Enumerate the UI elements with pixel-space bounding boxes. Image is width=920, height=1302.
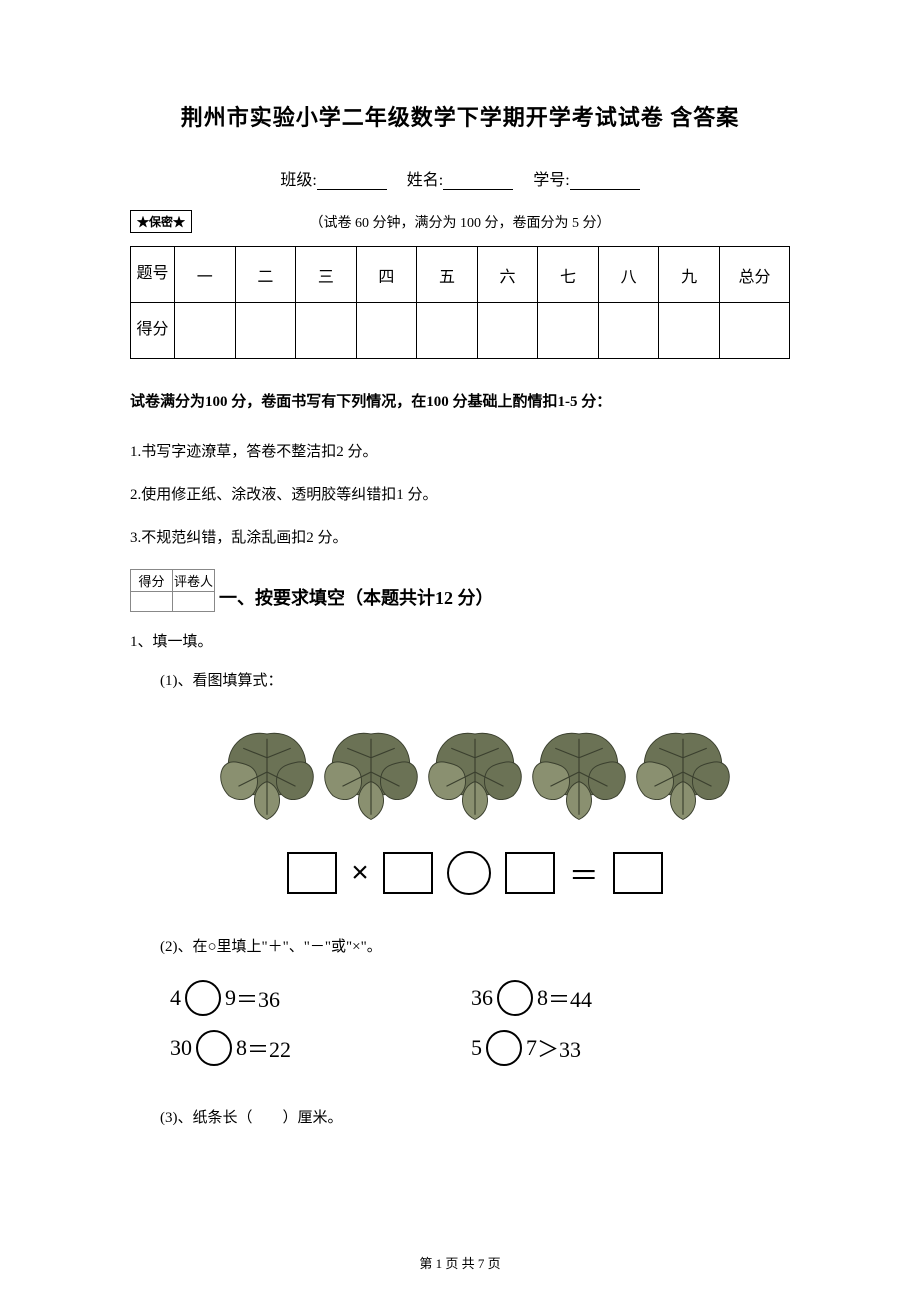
eq-num: 36	[471, 985, 493, 1011]
score-cell[interactable]	[296, 303, 357, 359]
col-header: 总分	[720, 247, 790, 303]
name-label: 姓名:	[407, 172, 443, 189]
question-1-3: (3)、纸条长（ ）厘米。	[160, 1106, 790, 1127]
exam-meta: （试卷 60 分钟，满分为 100 分，卷面分为 5 分）	[130, 212, 790, 232]
leaf-figure	[160, 712, 790, 837]
score-cell[interactable]	[720, 303, 790, 359]
rule-item: 1.书写字迹潦草，答卷不整洁扣2 分。	[130, 440, 790, 461]
grader-score-cell[interactable]	[131, 592, 173, 612]
col-header: 四	[356, 247, 417, 303]
name-blank[interactable]	[443, 176, 513, 190]
col-header: 八	[598, 247, 659, 303]
eq-num: 7	[526, 1035, 537, 1061]
class-label: 班级:	[280, 172, 316, 189]
equations-area: 4 9 ＝36 30 8 ＝22 36 8 ＝44 5 7	[170, 978, 790, 1078]
col-header: 七	[538, 247, 599, 303]
answer-circle[interactable]	[497, 980, 533, 1016]
equation-line: 30 8 ＝22	[170, 1028, 291, 1068]
equation-line: 36 8 ＝44	[471, 978, 592, 1018]
rule-item: 2.使用修正纸、涂改液、透明胶等纠错扣1 分。	[130, 483, 790, 504]
answer-circle[interactable]	[447, 851, 491, 895]
eq-num: 8	[236, 1035, 247, 1061]
answer-box[interactable]	[505, 852, 555, 894]
id-blank[interactable]	[570, 176, 640, 190]
score-table: 题号 一 二 三 四 五 六 七 八 九 总分 得分	[130, 246, 790, 359]
row-label: 得分	[131, 303, 175, 359]
row-label: 题号	[131, 247, 175, 303]
col-header: 六	[477, 247, 538, 303]
rule-item: 3.不规范纠错，乱涂乱画扣2 分。	[130, 526, 790, 547]
answer-box[interactable]	[613, 852, 663, 894]
score-cell[interactable]	[175, 303, 236, 359]
eq-num: 5	[471, 1035, 482, 1061]
eq-result: ＝22	[247, 1032, 291, 1064]
leaves-icon	[215, 712, 735, 832]
id-label: 学号:	[533, 172, 569, 189]
table-row: 题号 一 二 三 四 五 六 七 八 九 总分	[131, 247, 790, 303]
eq-num: 4	[170, 985, 181, 1011]
score-cell[interactable]	[235, 303, 296, 359]
formula-row: × ＝	[160, 851, 790, 895]
student-info-row: 班级: 姓名: 学号:	[130, 166, 790, 190]
answer-circle[interactable]	[185, 980, 221, 1016]
score-cell[interactable]	[356, 303, 417, 359]
col-header: 三	[296, 247, 357, 303]
question-1-1: (1)、看图填算式：	[160, 669, 790, 690]
answer-box[interactable]	[287, 852, 337, 894]
col-header: 九	[659, 247, 720, 303]
score-cell[interactable]	[417, 303, 478, 359]
answer-circle[interactable]	[486, 1030, 522, 1066]
grader-score-label: 得分	[131, 570, 173, 592]
answer-box[interactable]	[383, 852, 433, 894]
eq-num: 8	[537, 985, 548, 1011]
eq-result: ＞33	[537, 1032, 581, 1064]
equation-line: 5 7 ＞33	[471, 1028, 592, 1068]
score-cell[interactable]	[598, 303, 659, 359]
grader-name-cell[interactable]	[173, 592, 215, 612]
table-row: 得分	[131, 303, 790, 359]
col-header: 五	[417, 247, 478, 303]
eq-result: ＝44	[548, 982, 592, 1014]
eq-num: 30	[170, 1035, 192, 1061]
question-1: 1、填一填。	[130, 630, 790, 651]
grader-name-label: 评卷人	[173, 570, 215, 592]
grader-box: 得分 评卷人	[130, 569, 215, 612]
score-cell[interactable]	[538, 303, 599, 359]
col-header: 一	[175, 247, 236, 303]
multiply-icon: ×	[351, 856, 369, 890]
eq-num: 9	[225, 985, 236, 1011]
question-1-2: (2)、在○里填上"＋"、"－"或"×"。	[160, 935, 790, 956]
equation-line: 4 9 ＝36	[170, 978, 291, 1018]
page-title: 荆州市实验小学二年级数学下学期开学考试试卷 含答案	[130, 100, 790, 132]
answer-circle[interactable]	[196, 1030, 232, 1066]
page-footer: 第 1 页 共 7 页	[0, 1253, 920, 1272]
score-cell[interactable]	[659, 303, 720, 359]
eq-result: ＝36	[236, 982, 280, 1014]
equals-icon: ＝	[569, 851, 599, 895]
score-cell[interactable]	[477, 303, 538, 359]
col-header: 二	[235, 247, 296, 303]
intro-text: 试卷满分为100 分，卷面书写有下列情况，在100 分基础上酌情扣1-5 分：	[130, 389, 790, 416]
section-1-title: 一、按要求填空（本题共计12 分）	[219, 584, 494, 612]
class-blank[interactable]	[317, 176, 387, 190]
